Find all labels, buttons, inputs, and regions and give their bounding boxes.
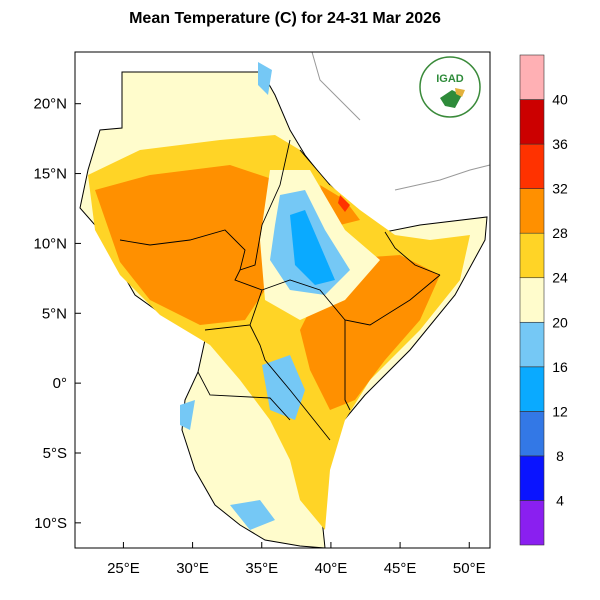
x-tick-label: 50°E — [453, 560, 486, 577]
colorbar-swatch — [519, 143, 545, 189]
colorbar-label: 4 — [556, 492, 564, 508]
colorbar-swatch — [519, 188, 545, 234]
y-tick-label: 10°N — [33, 235, 67, 252]
y-tick-label: 15°N — [33, 166, 67, 183]
colorbar-label: 32 — [552, 181, 568, 197]
temp-zone-16-20 — [180, 400, 195, 430]
x-tick-label: 40°E — [315, 560, 348, 577]
map-area: IGAD — [74, 51, 491, 549]
temp-zone-16-20 — [258, 62, 272, 95]
colorbar-swatch — [519, 500, 545, 546]
colorbar-swatch — [519, 366, 545, 412]
colorbar-label: 20 — [552, 314, 568, 330]
y-tick-label: 0° — [53, 375, 67, 392]
x-tick-label: 25°E — [107, 560, 140, 577]
y-tick-label: 5°N — [42, 305, 67, 322]
country-borders — [119, 139, 441, 441]
x-tick-label: 45°E — [384, 560, 417, 577]
x-tick-label: 35°E — [245, 560, 278, 577]
igad-logo: IGAD — [419, 56, 481, 118]
y-tick-label: 5°S — [43, 445, 67, 462]
colorbar-label: 36 — [552, 136, 568, 152]
map-title: Mean Temperature (C) for 24-31 Mar 2026 — [129, 10, 441, 27]
colorbar-swatch — [519, 321, 545, 368]
temp-zone-12-16 — [290, 210, 335, 285]
x-tick-label: 30°E — [176, 560, 209, 577]
x-axis: 25°E 30°E 35°E 40°E 45°E 50°E — [107, 542, 486, 577]
y-tick-label: 10°S — [34, 515, 67, 532]
temp-zone-32-36 — [338, 195, 350, 212]
temp-zone-16-20 — [230, 500, 275, 530]
colorbar-label: 28 — [552, 225, 568, 241]
colorbar-swatch — [519, 411, 545, 457]
colorbar-swatch — [519, 455, 545, 501]
logo-text: IGAD — [436, 73, 464, 85]
colorbar-swatch — [519, 232, 545, 279]
neighbor-border — [311, 51, 361, 121]
colorbar-label: 24 — [552, 270, 568, 286]
colorbar: 4 8 12 16 20 24 28 32 36 40 — [519, 54, 568, 546]
temp-zone-28-32 — [95, 165, 280, 325]
neighbor-border — [394, 164, 491, 191]
colorbar-label: 12 — [552, 403, 568, 419]
colorbar-swatch — [519, 99, 545, 145]
colorbar-label: 8 — [556, 448, 564, 464]
y-tick-label: 20°N — [33, 96, 67, 113]
temp-zone-16-20 — [262, 355, 305, 420]
colorbar-label: 40 — [552, 92, 568, 108]
colorbar-swatch — [519, 54, 545, 100]
y-axis: 20°N 15°N 10°N 5°N 0° 5°S 10°S — [33, 96, 81, 532]
colorbar-swatch — [519, 277, 545, 323]
colorbar-label: 16 — [552, 359, 568, 375]
